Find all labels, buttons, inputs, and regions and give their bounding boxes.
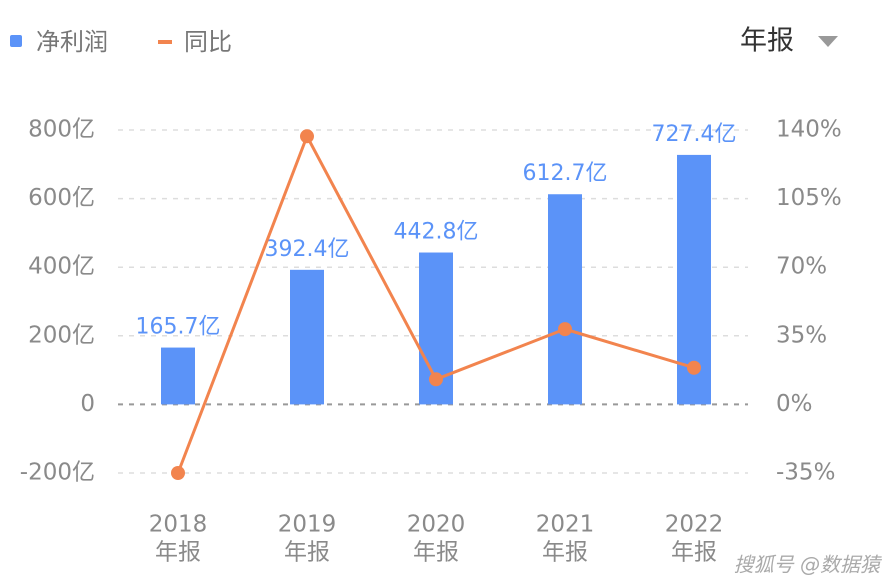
x-tick-label: 2021 xyxy=(536,512,595,538)
watermark: 搜狐号 @数据猿 xyxy=(734,553,883,577)
y2-tick-label: 105% xyxy=(776,185,842,211)
y2-tick-label: 35% xyxy=(776,322,827,348)
y-tick-label: -200亿 xyxy=(20,460,95,486)
legend-label: 净利润 xyxy=(36,28,108,56)
line-point xyxy=(558,322,572,337)
value-label: 442.8亿 xyxy=(394,220,479,245)
line-point xyxy=(300,129,314,144)
period-label[interactable]: 年报 xyxy=(740,26,794,57)
y-tick-label: 800亿 xyxy=(28,117,95,143)
bar xyxy=(161,347,195,405)
x-tick-label: 2022 xyxy=(665,512,724,538)
value-label: 727.4亿 xyxy=(652,122,737,147)
y2-tick-label: 0% xyxy=(776,391,813,417)
x-tick-label: 年报 xyxy=(542,540,588,566)
line-point xyxy=(687,360,701,375)
y2-tick-label: 140% xyxy=(776,117,842,143)
x-tick-label: 2019 xyxy=(278,512,337,538)
y2-tick-label: -35% xyxy=(776,460,835,486)
bar xyxy=(548,194,582,405)
y-tick-label: 400亿 xyxy=(28,254,95,280)
bar xyxy=(290,269,324,405)
line-point xyxy=(429,372,443,387)
y2-tick-label: 70% xyxy=(776,254,827,280)
period-selector[interactable]: 年报 xyxy=(740,26,838,57)
line-point xyxy=(171,466,185,480)
legend-label: 同比 xyxy=(184,28,232,56)
value-label: 612.7亿 xyxy=(523,161,608,186)
dropdown-arrow[interactable] xyxy=(818,36,838,47)
x-tick-label: 2018 xyxy=(149,512,208,538)
x-tick-label: 年报 xyxy=(671,540,717,566)
y-tick-label: 0 xyxy=(80,391,95,417)
x-tick-label: 年报 xyxy=(155,540,201,566)
value-label: 392.4亿 xyxy=(265,237,350,262)
value-label: 165.7亿 xyxy=(136,315,221,340)
x-tick-label: 年报 xyxy=(284,540,330,566)
y-tick-label: 200亿 xyxy=(28,322,95,348)
x-tick-label: 2020 xyxy=(407,512,466,538)
x-tick-label: 年报 xyxy=(413,540,459,566)
legend-swatch xyxy=(10,35,22,47)
y-tick-label: 600亿 xyxy=(28,185,95,211)
